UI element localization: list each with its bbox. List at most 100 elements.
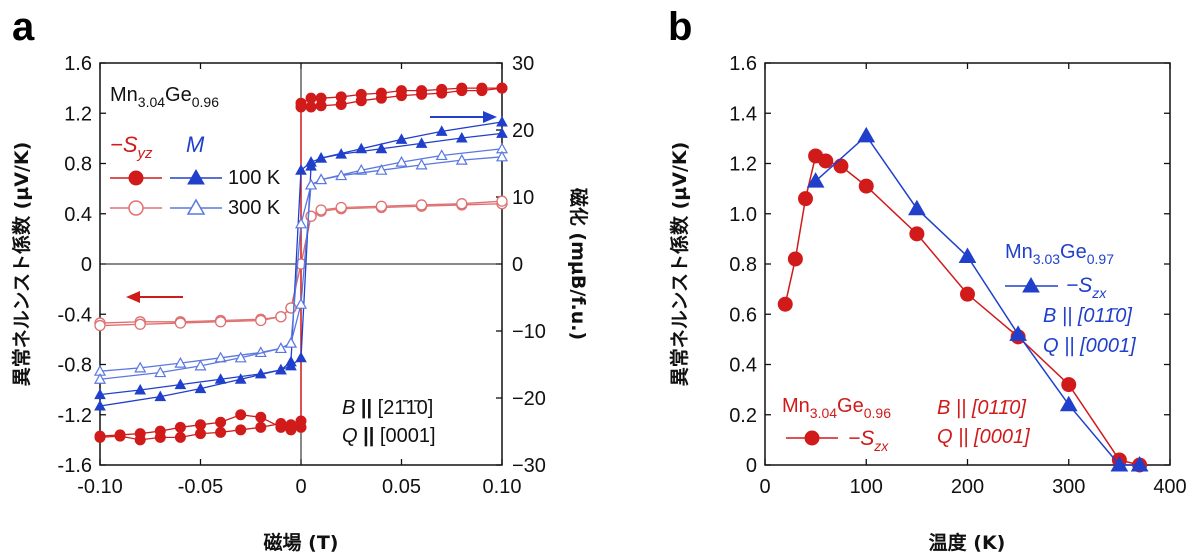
data-point [195,419,206,431]
data-point [275,311,287,323]
data-point [858,178,874,194]
panel-a-yl-tick-label: 0.4 [64,204,92,226]
panel-b-y-tick-label: 1.2 [729,154,757,176]
data-point [93,373,107,384]
series-line [815,134,1140,466]
panel-a-yl-tick-label: -0.4 [58,304,92,326]
data-point [436,87,448,99]
panel-a-xlabel: 磁場 (T) [264,531,339,554]
panel-b-y-tick-label: 0.6 [729,304,757,326]
data-point [415,158,428,170]
data-point [295,421,307,433]
data-point [396,90,407,102]
data-point [958,247,977,263]
panel-a-yr-tick-label: 30 [512,53,534,75]
data-point [833,158,849,174]
series-line [99,156,503,380]
data-point [415,137,428,148]
data-point [295,351,307,363]
panel-b-y-tick-label: 0.8 [729,254,757,276]
arrow-left-red [126,291,183,303]
panel-a-yr-tick-label: 10 [512,187,534,209]
data-point [496,82,508,94]
data-point [294,217,308,229]
data-point [395,133,408,144]
panel-b-xlabel: 温度 (K) [929,531,1006,554]
legend-marker-red [128,170,144,186]
panel-a-yl-tick-label: -1.2 [58,405,92,427]
data-point [456,198,468,210]
data-point [818,153,834,169]
panel-b-ylabel: 異常ネルンスト係数 (µV/K) [668,142,691,387]
panel-b-red-series-label: −Szx [848,427,889,454]
data-point [134,361,147,373]
panel-b-blue-b-condition: B || [011̄0] [1043,305,1132,327]
panel-a-ticks: -0.10 -0.05 0 0.05 0.10 -1.6 -1.2 -0.8 -0.4 0 0.4 0… [58,53,546,498]
panel-a-q-condition: Q || [0001] [342,425,436,447]
data-point [960,286,975,302]
data-point [255,421,267,433]
panel-b-y-tick-label: 1.4 [729,103,757,125]
data-point [294,297,308,309]
data-point [1059,395,1078,412]
data-point [335,98,347,110]
data-point [798,191,813,207]
data-point [496,195,508,207]
data-point [375,200,388,212]
data-point [416,88,428,100]
panel-a-x-tick-label: 0 [295,476,306,498]
panel-a-b-condition: B || [21̄1̄0] [342,397,433,419]
data-point [375,142,388,154]
panel-a-yl-tick-label: 0.8 [64,154,92,176]
panel-b-label: b [668,5,692,49]
data-point [174,421,186,433]
data-point [275,363,287,375]
data-point [315,204,327,216]
panel-b-y-tick-label: 0 [746,455,757,477]
panel-a-yr-tick-label: −30 [512,455,546,477]
panel-a-x-tick-label: -0.10 [77,476,123,498]
data-point [908,199,926,216]
panel-a-series [93,82,509,446]
data-point [114,429,126,441]
panel-a-x-tick-label: 0.10 [483,476,522,498]
data-point [255,314,267,327]
panel-b-blue-sample: Mn3.03Ge0.97 [1005,241,1114,267]
legend-100k: 100 K [228,167,281,189]
data-point [1130,455,1149,472]
data-point [375,92,387,104]
panel-b-x-tick-label: 100 [850,476,883,498]
legend-s-symbol: −Syz [110,132,153,162]
data-point [174,378,187,390]
legend-marker-blue [186,198,206,215]
data-point [315,152,327,163]
data-point [94,430,106,442]
panel-b-blue-legend-marker [1005,276,1058,293]
data-point [305,101,317,113]
data-point [285,424,297,436]
panel-a-yr-tick-label: 20 [512,120,534,142]
panel-b-red-b-condition: B || [011̄0] [937,397,1026,419]
data-point [154,390,167,402]
data-point [496,115,508,127]
data-point [94,319,106,332]
panel-b-y-tick-label: 1.0 [729,204,757,226]
data-point [909,226,925,242]
data-point [455,132,468,143]
panel-b-x-tick-label: 0 [759,476,770,498]
data-point [496,127,508,138]
data-point [305,156,317,167]
data-point [174,356,187,368]
panel-b-blue-q-condition: Q || [0001] [1043,335,1136,357]
data-point [275,421,287,433]
data-point [476,85,488,97]
panel-a-ylabel-right: 磁化 (mµB/f.u.) [567,188,590,340]
panel-b-x-tick-label: 300 [1052,476,1085,498]
panel-a-sample-label: Mn3.04Ge0.96 [110,84,219,110]
data-point [857,126,876,143]
data-point [375,163,388,175]
data-point [777,296,793,312]
panel-b-y-tick-label: 0.4 [729,355,757,377]
legend-marker-blue [1022,276,1040,293]
data-point [435,125,448,136]
